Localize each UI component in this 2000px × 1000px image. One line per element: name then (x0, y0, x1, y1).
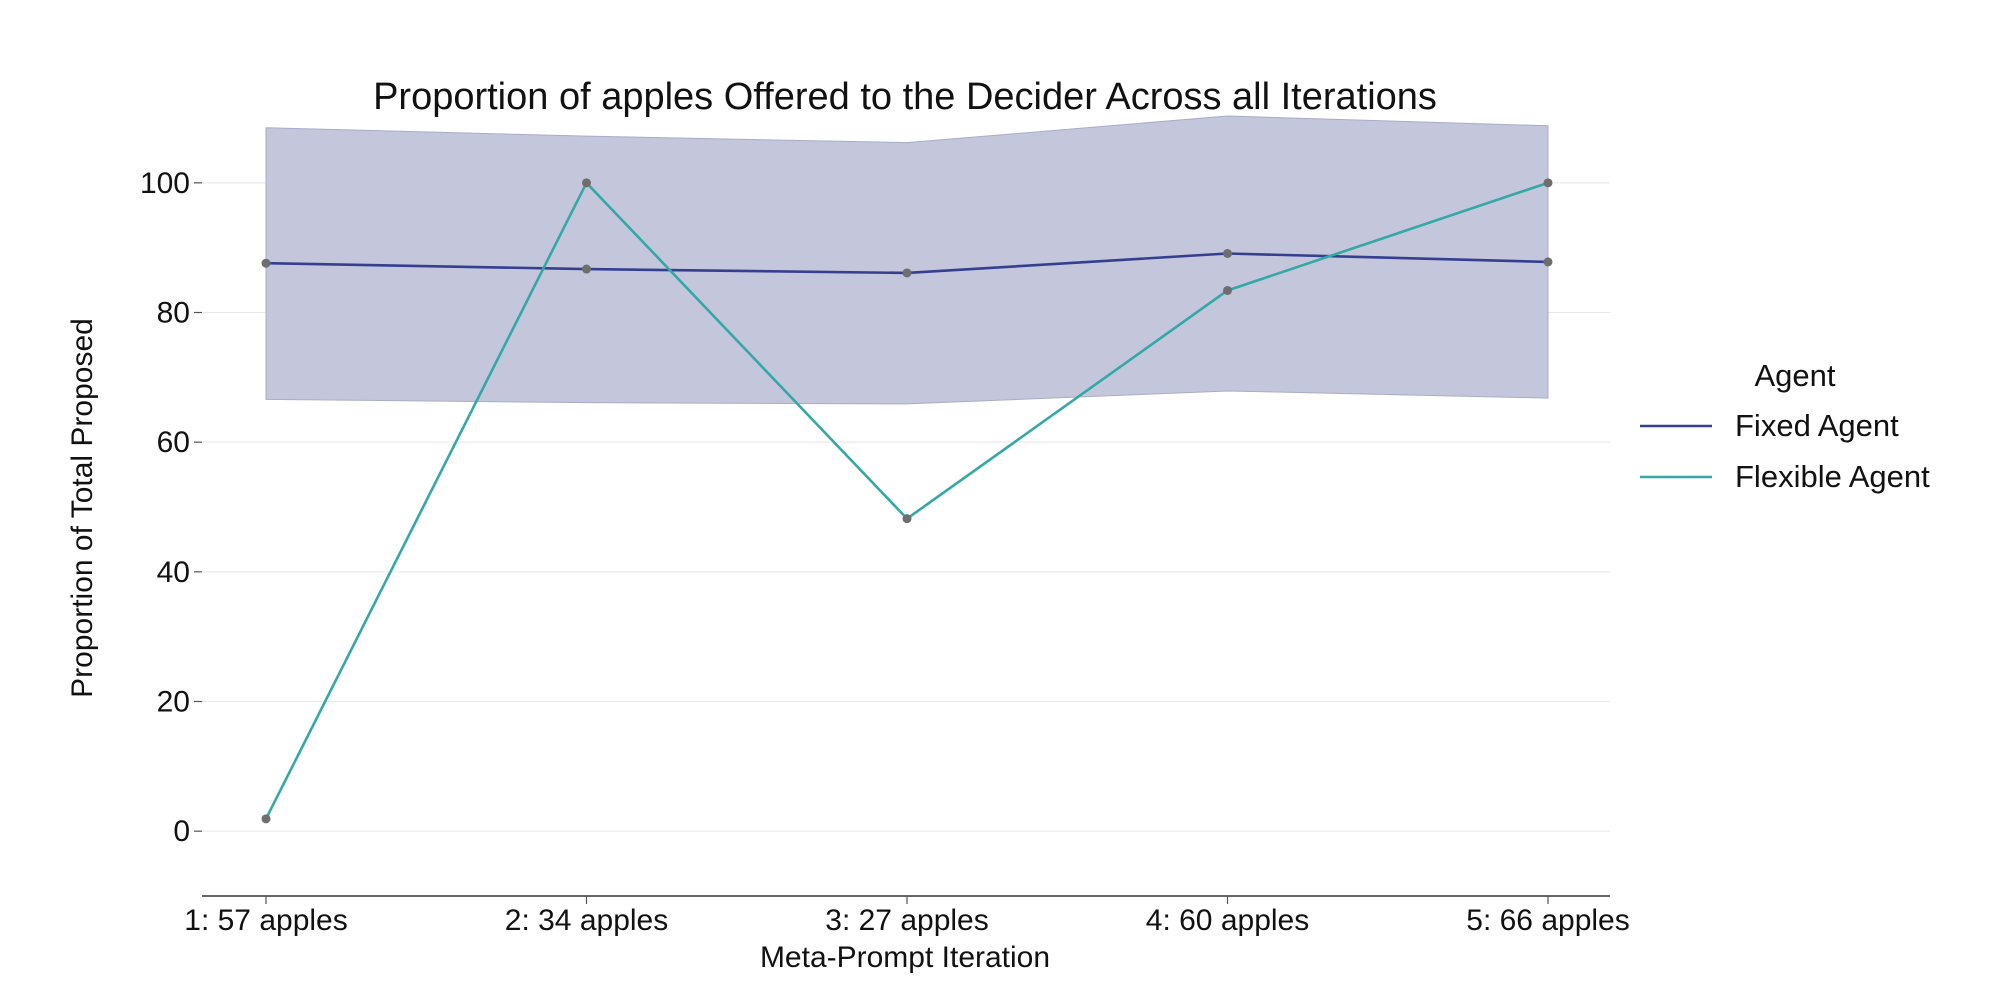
x-tick-label-4: 4: 60 apples (1146, 904, 1309, 937)
y-tick-label-100: 100 (140, 167, 190, 200)
legend-label-fixed-agent: Fixed Agent (1735, 408, 1899, 443)
x-tick-label-1: 1: 57 apples (184, 904, 347, 937)
data-point-flexible-agent-2 (582, 178, 591, 188)
y-tick-label-40: 40 (157, 556, 190, 589)
chart-title: Proportion of apples Offered to the Deci… (373, 76, 1437, 118)
data-point-fixed-agent-5 (1543, 257, 1553, 267)
axes (194, 182, 1610, 904)
x-tick-label-3: 3: 27 apples (825, 904, 988, 937)
data-point-flexible-agent-5 (1543, 178, 1553, 188)
confidence-bands (265, 115, 1549, 405)
data-markers (261, 178, 1553, 824)
x-axis-label: Meta-Prompt Iteration (760, 941, 1050, 974)
y-tick-label-0: 0 (173, 815, 190, 848)
data-point-flexible-agent-1 (261, 814, 271, 824)
data-point-fixed-agent-3 (902, 268, 912, 278)
x-tick-label-2: 2: 34 apples (505, 904, 668, 937)
confidence-band-fixed-agent (265, 115, 1549, 405)
data-point-fixed-agent-2 (582, 264, 591, 274)
data-point-fixed-agent-1 (261, 258, 271, 268)
y-tick-label-80: 80 (157, 297, 190, 330)
legend-label-flexible-agent: Flexible Agent (1735, 459, 1930, 494)
y-tick-label-20: 20 (157, 686, 190, 719)
tick-labels: 0 20 40 60 80 100 1: 57 apples 2: 34 apples 3: 2… (140, 167, 1630, 937)
data-point-flexible-agent-4 (1223, 285, 1232, 295)
x-tick-label-5: 5: 66 apples (1466, 904, 1629, 937)
data-point-fixed-agent-4 (1223, 249, 1232, 259)
legend-title: Agent (1754, 358, 1835, 393)
data-point-flexible-agent-3 (902, 514, 912, 524)
y-axis-label: Proportion of Total Proposed (66, 318, 99, 698)
legend: Agent Fixed Agent Flexible Agent (1640, 358, 1930, 494)
y-tick-label-60: 60 (157, 426, 190, 459)
